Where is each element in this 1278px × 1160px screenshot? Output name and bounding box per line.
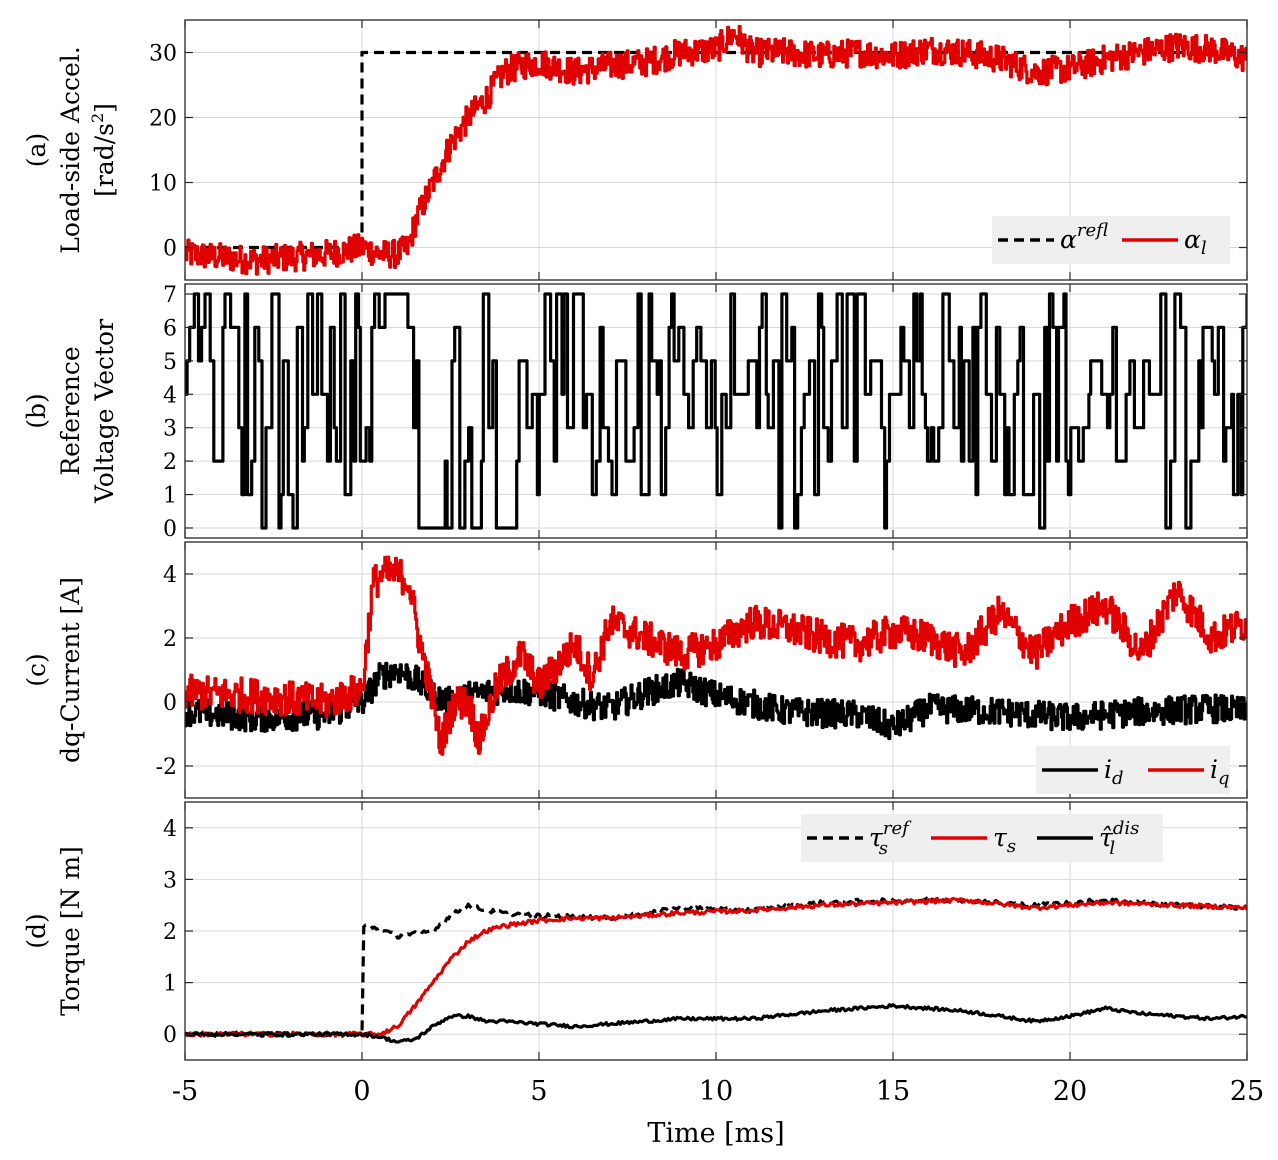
y-tick-label: 2 — [163, 920, 177, 945]
legend-label: αrefl — [1060, 220, 1108, 254]
y-axis-title: Reference — [56, 346, 85, 475]
y-tick-label: 1 — [163, 972, 177, 997]
y-tick-label: 0 — [163, 517, 177, 542]
series-line-0-1 — [185, 24, 1247, 276]
y-tick-label: 3 — [163, 868, 177, 893]
y-tick-label: 2 — [163, 450, 177, 475]
legend-label: τ̂dis l — [1099, 818, 1139, 859]
y-axis-label: (c) dq-Current [A] — [22, 577, 85, 763]
panel-label: (a) — [22, 133, 51, 167]
panel-a-accel: 0 10 20 30 (a) Load-side Accel. [rad/s2] αref… — [22, 19, 1248, 281]
y-tick-label: 1 — [163, 484, 177, 509]
series-line-2-0 — [185, 661, 1247, 741]
y-tick-label: 0 — [163, 691, 177, 716]
x-axis-label: Time [ms] — [647, 1118, 784, 1149]
y-axis-title-line2: Voltage Vector — [90, 319, 119, 504]
y-tick-label: 4 — [163, 817, 177, 842]
x-tick-label: 10 — [699, 1076, 733, 1107]
legend-label: τref s — [869, 818, 912, 859]
series-line-1-0 — [185, 292, 1247, 530]
y-tick-label: 20 — [149, 107, 177, 132]
y-tick-label: 3 — [163, 417, 177, 442]
x-tick-label: 25 — [1230, 1076, 1264, 1107]
y-axis-label: (b) Reference Voltage Vector — [22, 319, 119, 504]
y-tick-label: 30 — [149, 42, 177, 67]
y-axis-label: (a) Load-side Accel. [rad/s2] — [22, 46, 119, 253]
x-tick-label: -5 — [172, 1076, 198, 1107]
legend-label: τs — [993, 823, 1016, 857]
y-tick-label: 4 — [163, 563, 177, 588]
series-line-0-0 — [185, 50, 1247, 250]
y-axis-unit: [rad/s2] — [88, 103, 119, 197]
y-tick-label: -2 — [156, 755, 177, 780]
y-tick-label: 2 — [163, 627, 177, 652]
panel-label: (d) — [22, 913, 51, 949]
y-tick-label: 0 — [163, 237, 177, 262]
x-tick-label: 15 — [876, 1076, 910, 1107]
y-tick-label: 7 — [163, 283, 177, 308]
y-tick-label: 10 — [149, 172, 177, 197]
y-tick-label: 0 — [163, 1023, 177, 1048]
y-axis-label: (d) Torque [N m] — [22, 846, 85, 1016]
x-axis-ticks: -5 0 5 10 15 20 25 — [172, 1076, 1264, 1107]
legend-label: αl — [1184, 225, 1207, 259]
series-line-2-1 — [185, 555, 1247, 756]
legend-label: iq — [1210, 755, 1230, 789]
panel-b-voltage-vector: 0 1 2 3 4 5 6 7 (b) Reference Voltage Vector — [22, 283, 1248, 542]
x-tick-label: 0 — [353, 1076, 370, 1107]
y-axis-title: dq-Current [A] — [56, 577, 85, 763]
y-tick-label: 5 — [163, 350, 177, 375]
panel-c-dq-current: -2 0 2 4 (c) dq-Current [A] id iq — [22, 541, 1248, 799]
y-tick-label: 4 — [163, 383, 177, 408]
y-axis-title: Torque [N m] — [56, 846, 85, 1016]
series-line-3-2 — [185, 1003, 1247, 1044]
panel-label: (b) — [22, 393, 51, 429]
x-tick-label: 20 — [1053, 1076, 1087, 1107]
panel-d-torque: 0 1 2 3 4 (d) Torque [N m] τref s τs τ̂dis l — [22, 801, 1248, 1061]
panel-label: (c) — [22, 653, 51, 687]
y-tick-label: 6 — [163, 316, 177, 341]
y-axis-title: Load-side Accel. — [56, 46, 85, 253]
legend-label: id — [1104, 755, 1124, 789]
x-tick-label: 5 — [530, 1076, 547, 1107]
